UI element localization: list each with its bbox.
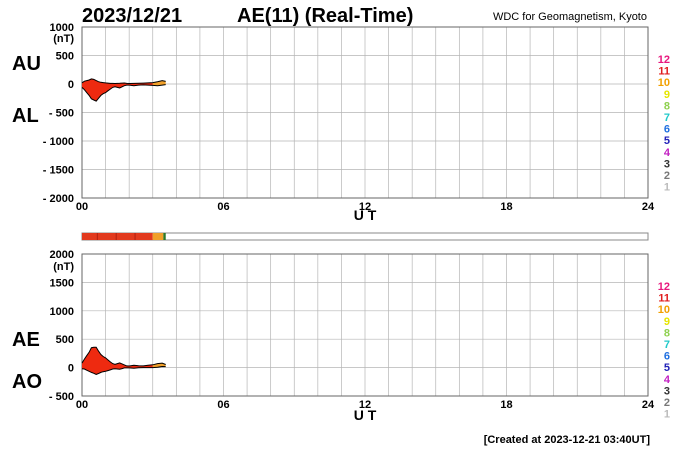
station-scale-label: 4 — [664, 374, 671, 386]
plot-frame — [81, 26, 649, 199]
y-tick-label: 500 — [56, 51, 74, 63]
x-tick-label: 06 — [217, 201, 229, 213]
plot-frame — [81, 253, 649, 397]
date-title: 2023/12/21 — [82, 5, 182, 27]
area-fill-late — [152, 80, 166, 86]
y-tick-label: - 2000 — [43, 193, 74, 205]
station-scale-label: 2 — [664, 170, 670, 182]
y-tick-label: - 500 — [49, 108, 74, 120]
station-scale-label: 10 — [658, 77, 670, 89]
series-line-upper — [81, 78, 166, 85]
series-label-au: AU — [12, 53, 41, 75]
station-scale-label: 12 — [658, 54, 670, 66]
panel2-unit: (nT) — [53, 261, 74, 273]
x-tick-label: 18 — [500, 201, 512, 213]
status-segment — [163, 233, 166, 240]
station-scale-label: 5 — [664, 362, 670, 374]
series-label-ae: AE — [12, 329, 40, 351]
x-tick-label: 06 — [217, 399, 229, 411]
x-tick-label: 24 — [642, 201, 655, 213]
source-label: WDC for Geomagnetism, Kyoto — [493, 11, 647, 23]
station-scale-label: 5 — [664, 135, 670, 147]
station-scale-label: 1 — [664, 409, 670, 421]
x-tick-label: 12 — [359, 399, 371, 411]
station-scale-label: 3 — [664, 158, 670, 170]
station-scale-label: 7 — [664, 339, 670, 351]
status-segment — [82, 233, 153, 240]
series-line-upper — [81, 346, 166, 367]
station-scale-label: 6 — [664, 124, 670, 136]
station-scale-label: 11 — [658, 293, 670, 305]
station-scale-label: 2 — [664, 397, 670, 409]
series-label-ao: AO — [12, 371, 42, 393]
station-scale-label: 11 — [658, 66, 670, 78]
series-line-lower — [81, 365, 166, 375]
y-tick-label: - 1000 — [43, 136, 74, 148]
station-scale-label: 10 — [658, 304, 670, 316]
y-tick-label: 0 — [68, 79, 74, 91]
station-scale-label: 12 — [658, 281, 670, 293]
y-tick-label: 2000 — [50, 249, 74, 261]
status-bar — [81, 232, 649, 241]
series-line-lower — [81, 84, 166, 102]
panel1-xlabel: U T — [354, 207, 377, 223]
station-scale-label: 1 — [664, 182, 670, 194]
created-timestamp: [Created at 2023-12-21 03:40UT] — [484, 434, 651, 446]
x-tick-label: 12 — [359, 201, 371, 213]
station-scale-label: 4 — [664, 147, 671, 159]
x-tick-label: 00 — [76, 399, 88, 411]
y-tick-label: 500 — [56, 334, 74, 346]
x-tick-label: 18 — [500, 399, 512, 411]
station-scale-label: 3 — [664, 385, 670, 397]
x-tick-label: 00 — [76, 201, 88, 213]
status-bar-frame — [81, 232, 649, 241]
y-tick-label: 1500 — [50, 277, 74, 289]
station-scale-label: 9 — [664, 89, 670, 101]
station-scale-label: 8 — [664, 100, 670, 112]
series-label-al: AL — [12, 105, 39, 127]
y-tick-label: - 500 — [49, 391, 74, 403]
panel1-unit: (nT) — [53, 33, 74, 45]
area-fill-main — [82, 347, 153, 375]
x-tick-label: 24 — [642, 399, 655, 411]
y-tick-label: 1000 — [50, 306, 74, 318]
y-tick-label: - 1500 — [43, 165, 74, 177]
station-scale-label: 6 — [664, 351, 670, 363]
area-fill-main — [82, 78, 153, 102]
station-scale-label: 9 — [664, 316, 670, 328]
panel2-xlabel: U T — [354, 407, 377, 423]
station-scale-label: 7 — [664, 112, 670, 124]
status-segment — [152, 233, 164, 240]
y-tick-label: 1000 — [50, 22, 74, 34]
y-tick-label: 0 — [68, 363, 74, 375]
chart-title: AE(11) (Real-Time) — [237, 5, 413, 27]
station-scale-label: 8 — [664, 327, 670, 339]
